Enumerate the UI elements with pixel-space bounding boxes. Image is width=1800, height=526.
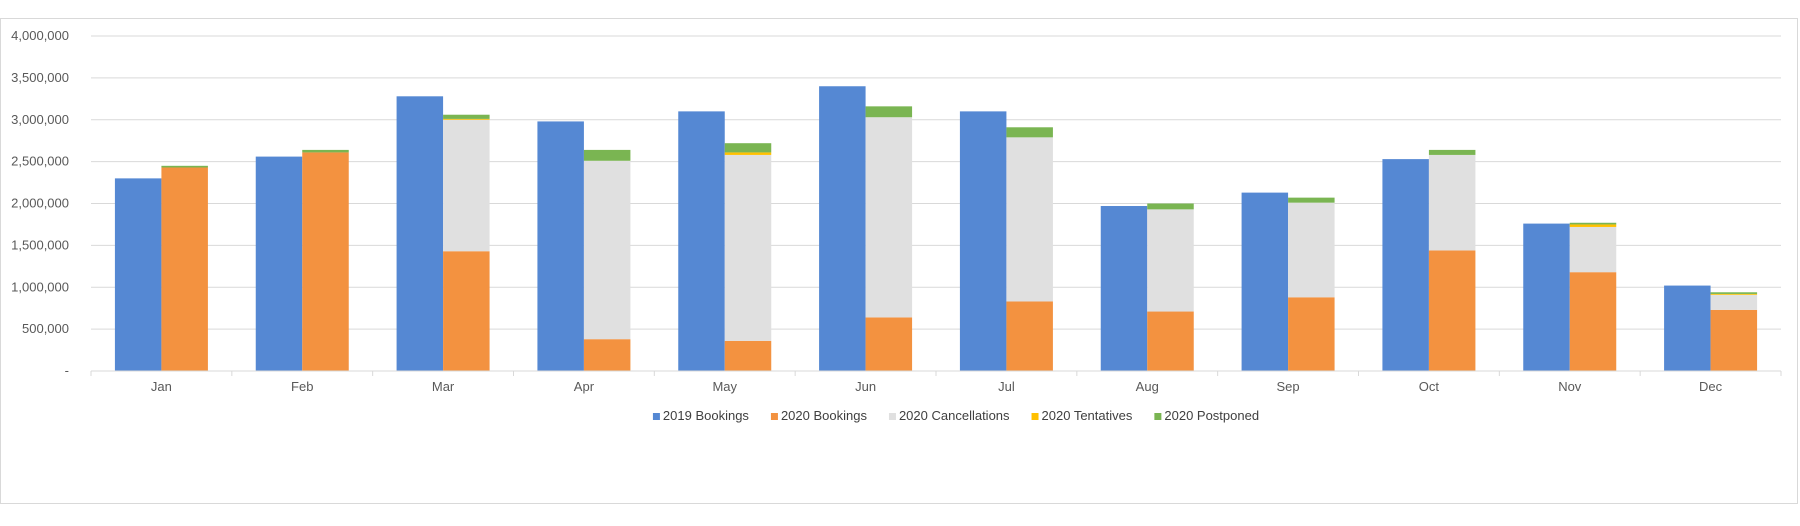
stacked-bar-chart: - 500,000 1,000,000 1,500,000 2,000,000 2,500… <box>11 28 1782 423</box>
y-tick-label: 1,000,000 <box>11 279 69 294</box>
bar-2020-postponed-apr <box>583 149 631 161</box>
legend-item-2019-bookings: 2019 Bookings <box>652 408 750 423</box>
x-tick-label: Oct <box>1419 379 1440 394</box>
legend-item-2020-postponed: 2020 Postponed <box>1154 408 1259 423</box>
bar-2020-bookings-may <box>724 340 772 371</box>
legend-item-2020-cancellations: 2020 Cancellations <box>888 408 1010 423</box>
bar-2020-tentatives-mar <box>443 118 490 120</box>
legend: 2019 Bookings 2020 Bookings 2020 Cancellat… <box>652 408 1259 423</box>
bar-2019-bookings-feb <box>255 156 303 371</box>
bar-2019-bookings-nov <box>1523 223 1570 371</box>
bar-2020-postponed-jun <box>865 106 913 118</box>
bar-2020-tentatives-dec <box>1710 293 1758 295</box>
x-tick-label: Jan <box>151 379 172 394</box>
bar-2020-cancellations-oct <box>1428 154 1476 251</box>
x-tick-label: Aug <box>1136 379 1159 394</box>
x-tick-label: Jul <box>998 379 1015 394</box>
bar-2020-bookings-jan <box>161 167 208 371</box>
y-axis-ticks: - 500,000 1,000,000 1,500,000 2,000,000 2,500… <box>11 28 69 378</box>
bar-2019-bookings-mar <box>396 96 444 372</box>
x-tick-label: Nov <box>1558 379 1582 394</box>
bar-2020-bookings-mar <box>443 251 490 371</box>
bars <box>114 86 1758 372</box>
bar-2020-bookings-apr <box>583 339 631 371</box>
legend-swatch <box>1154 413 1162 420</box>
bar-2020-postponed-may <box>724 143 772 153</box>
bar-2020-bookings-feb <box>302 152 349 371</box>
bar-2020-postponed-jan <box>161 165 208 168</box>
bar-2019-bookings-oct <box>1382 159 1429 371</box>
bar-2020-bookings-nov <box>1569 272 1617 371</box>
bar-2020-cancellations-jun <box>865 117 913 318</box>
x-axis-ticks: Jan Feb Mar Apr May Jun Jul Aug Sep Oct Nov Dec <box>151 379 1723 394</box>
legend-item-2020-tentatives: 2020 Tentatives <box>1031 408 1133 423</box>
x-tick-label: Jun <box>855 379 876 394</box>
legend-swatch <box>652 413 660 420</box>
x-tick-label: Mar <box>432 379 455 394</box>
y-tick-label: 3,000,000 <box>11 112 69 127</box>
bar-2020-tentatives-nov <box>1569 224 1617 227</box>
bar-2020-cancellations-jul <box>1006 137 1053 302</box>
legend-label: 2019 Bookings <box>663 408 750 423</box>
legend-label: 2020 Postponed <box>1164 408 1259 423</box>
y-tick-label: 4,000,000 <box>11 28 69 43</box>
y-tick-label: 2,000,000 <box>11 196 69 211</box>
x-tick-label: Feb <box>291 379 313 394</box>
bar-2020-postponed-sep <box>1288 197 1335 203</box>
bar-2019-bookings-jun <box>819 86 866 371</box>
bar-2020-cancellations-apr <box>583 160 631 340</box>
bar-2020-bookings-jun <box>865 317 913 371</box>
y-tick-label: - <box>65 363 69 378</box>
legend-swatch <box>888 413 896 420</box>
legend-label: 2020 Cancellations <box>899 408 1010 423</box>
bar-2020-tentatives-may <box>724 152 772 155</box>
x-tick-label: Dec <box>1699 379 1723 394</box>
legend-swatch <box>770 413 778 420</box>
bar-2019-bookings-jul <box>959 111 1007 371</box>
bar-2020-cancellations-nov <box>1569 226 1617 273</box>
bar-2020-cancellations-sep <box>1288 202 1335 298</box>
y-tick-label: 1,500,000 <box>11 237 69 252</box>
legend-swatch <box>1031 413 1039 420</box>
x-tick-label: Apr <box>574 379 595 394</box>
gridlines <box>91 35 1781 330</box>
x-tick-label: Sep <box>1277 379 1300 394</box>
bar-2020-cancellations-dec <box>1710 294 1758 310</box>
y-tick-label: 500,000 <box>22 321 69 336</box>
x-axis <box>90 370 1782 376</box>
bar-2020-bookings-jul <box>1006 301 1053 371</box>
bar-2019-bookings-may <box>678 111 725 371</box>
bar-2020-cancellations-may <box>724 154 772 341</box>
bar-2019-bookings-apr <box>537 121 584 371</box>
bar-2020-cancellations-aug <box>1147 209 1194 312</box>
bar-2020-postponed-jul <box>1006 127 1053 138</box>
bar-2019-bookings-jan <box>114 178 162 371</box>
legend-label: 2020 Tentatives <box>1042 408 1133 423</box>
bar-2020-bookings-oct <box>1428 250 1476 371</box>
y-tick-label: 2,500,000 <box>11 154 69 169</box>
bar-2020-postponed-aug <box>1147 203 1194 210</box>
bar-2020-postponed-feb <box>302 149 349 153</box>
chart-frame: - 500,000 1,000,000 1,500,000 2,000,000 2,500… <box>0 18 1798 504</box>
bar-2020-bookings-sep <box>1288 297 1335 371</box>
x-tick-label: May <box>712 379 737 394</box>
bar-2020-bookings-dec <box>1710 309 1758 371</box>
bar-2019-bookings-aug <box>1100 206 1148 371</box>
y-tick-label: 3,500,000 <box>11 70 69 85</box>
bar-2019-bookings-sep <box>1241 192 1289 371</box>
bar-2020-postponed-nov <box>1569 222 1617 225</box>
bar-2020-postponed-dec <box>1710 292 1758 294</box>
bar-2020-postponed-oct <box>1428 149 1476 155</box>
legend-label: 2020 Bookings <box>781 408 868 423</box>
bar-2020-postponed-mar <box>443 114 490 119</box>
bar-2019-bookings-dec <box>1664 285 1711 371</box>
bar-2020-cancellations-mar <box>443 119 490 252</box>
legend-item-2020-bookings: 2020 Bookings <box>770 408 868 423</box>
bar-2020-bookings-aug <box>1147 311 1194 371</box>
